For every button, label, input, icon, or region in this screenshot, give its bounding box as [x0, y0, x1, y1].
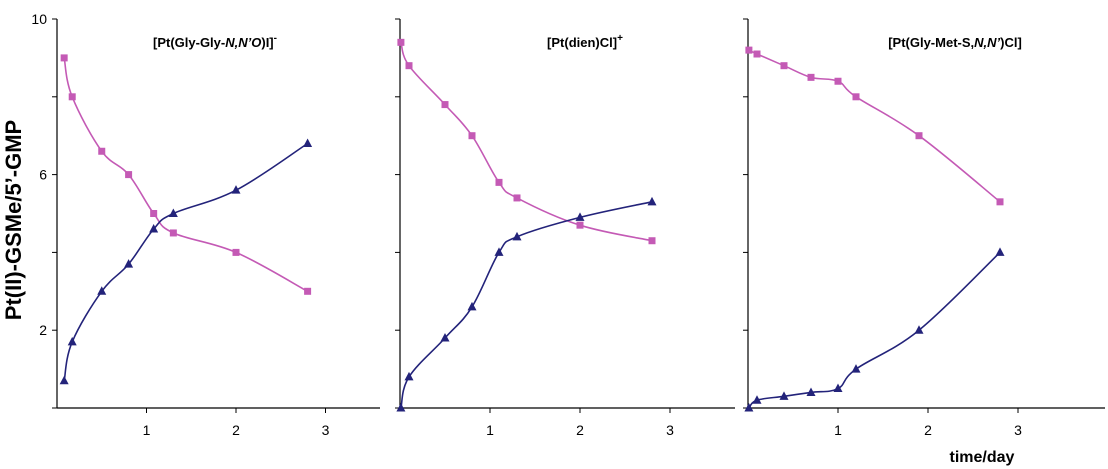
data-point-square — [495, 178, 503, 186]
data-point-triangle — [440, 332, 450, 342]
data-point-square — [150, 210, 158, 217]
data-point-triangle — [752, 395, 762, 404]
series-line-triangle — [400, 201, 653, 409]
data-point-triangle — [396, 403, 406, 412]
data-point-square — [753, 50, 761, 58]
data-point-square — [441, 101, 449, 109]
data-point-square — [232, 248, 240, 256]
y-axis-label: Pt(II)-GSMe/5’-GMP — [1, 120, 26, 320]
data-point-square — [852, 93, 860, 101]
data-point-triangle — [744, 403, 754, 412]
panels-group: 2 6 10 1 2 3 [Pt(Gly-Gly-N,N’O)I]- 1 2 3 [Pt(dien)… — [31, 11, 1105, 438]
x-tick-label: 3 — [666, 422, 674, 438]
data-point-triangle — [97, 286, 107, 295]
data-point-triangle — [575, 212, 585, 221]
data-point-square — [915, 132, 923, 140]
series-line-triangle — [748, 251, 1001, 409]
series-line-square — [400, 42, 653, 242]
chart-panel-3: 1 2 3 [Pt(Gly-Met-S,N,N’)Cl] — [743, 18, 1105, 438]
data-point-triangle — [168, 208, 178, 217]
data-point-square — [169, 229, 177, 237]
data-point-triangle — [851, 364, 861, 373]
chart-panel-2: 1 2 3 [Pt(dien)Cl]+ — [395, 18, 735, 438]
x-tick-label: 2 — [576, 422, 584, 438]
x-tick-label: 2 — [232, 422, 240, 438]
series-line-square — [63, 57, 308, 293]
data-point-square — [996, 198, 1004, 206]
chart-panel-1: 2 6 10 1 2 3 [Pt(Gly-Gly-N,N’O)I]- — [31, 11, 380, 438]
data-point-square — [405, 62, 413, 70]
x-tick-label: 1 — [486, 422, 494, 438]
y-tick-label: 10 — [31, 11, 47, 27]
data-point-square — [98, 147, 106, 155]
x-tick-label: 2 — [924, 422, 932, 438]
x-tick-label: 3 — [322, 422, 330, 438]
y-tick-label: 2 — [39, 322, 47, 338]
data-point-square — [304, 287, 312, 295]
data-point-triangle — [231, 185, 241, 194]
data-point-triangle — [149, 224, 159, 233]
x-axis-label: time/day — [950, 449, 1015, 466]
data-point-triangle — [494, 247, 504, 256]
data-point-triangle — [404, 371, 414, 381]
data-point-triangle — [995, 247, 1005, 256]
data-point-triangle — [833, 383, 843, 393]
data-point-triangle — [512, 231, 522, 241]
data-point-triangle — [59, 375, 69, 385]
series-line-square — [748, 49, 1001, 203]
data-point-square — [468, 132, 476, 140]
data-point-triangle — [647, 196, 657, 206]
y-tick-label: 6 — [39, 167, 47, 183]
data-point-square — [513, 194, 521, 202]
data-point-square — [68, 93, 76, 101]
data-point-square — [397, 38, 405, 46]
x-tick-label: 1 — [143, 422, 151, 438]
data-point-square — [648, 237, 656, 245]
chart-title: [Pt(Gly-Met-S,N,N’)Cl] — [888, 35, 1022, 50]
data-point-triangle — [67, 336, 77, 346]
data-point-triangle — [806, 387, 816, 396]
data-point-square — [834, 77, 842, 85]
data-point-square — [745, 46, 753, 54]
data-point-square — [780, 62, 788, 70]
data-point-square — [125, 171, 133, 179]
data-point-triangle — [914, 325, 924, 334]
x-tick-label: 1 — [834, 422, 842, 438]
data-point-square — [576, 221, 584, 229]
series-line-triangle — [63, 142, 309, 381]
data-point-triangle — [467, 301, 477, 311]
chart-title: [Pt(Gly-Gly-N,N’O)I]- — [153, 33, 277, 50]
data-point-triangle — [779, 391, 789, 400]
data-point-square — [60, 54, 68, 62]
data-point-triangle — [124, 259, 134, 268]
chart-title: [Pt(dien)Cl]+ — [547, 33, 623, 50]
data-point-triangle — [303, 138, 313, 147]
x-tick-label: 3 — [1014, 422, 1022, 438]
data-point-square — [807, 73, 815, 81]
